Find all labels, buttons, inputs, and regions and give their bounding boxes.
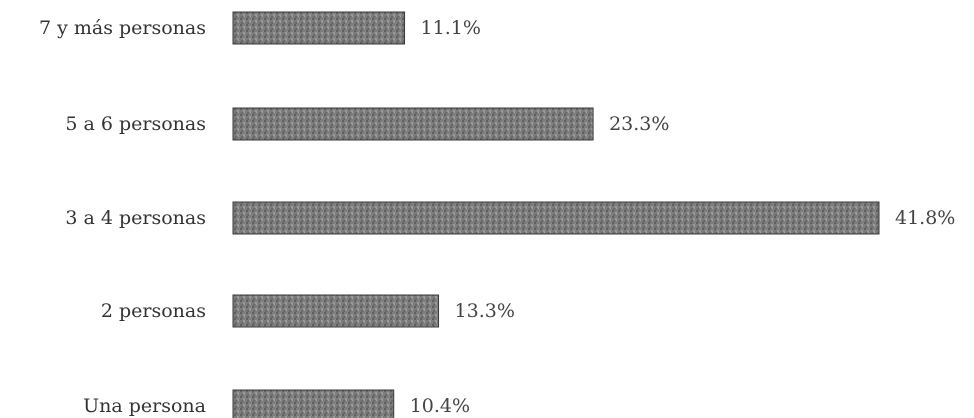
value-label: 13.3%: [455, 300, 515, 322]
category-label: 7 y más personas: [39, 17, 206, 39]
bar: [232, 11, 406, 45]
value-label: 23.3%: [609, 113, 669, 135]
bar: [232, 201, 880, 235]
category-label: 3 a 4 personas: [65, 207, 206, 229]
category-label: Una persona: [83, 395, 206, 417]
bar: [232, 294, 440, 328]
labels-layer: 7 y más personas 11.1% 5 a 6 personas 23.3%…: [39, 17, 955, 417]
value-label: 11.1%: [421, 17, 481, 39]
bar: [232, 389, 395, 418]
bar: [232, 107, 594, 141]
category-label: 5 a 6 personas: [65, 113, 206, 135]
value-label: 10.4%: [410, 395, 470, 417]
bars-layer: [232, 11, 880, 418]
value-label: 41.8%: [895, 207, 955, 229]
category-label: 2 personas: [101, 300, 206, 322]
